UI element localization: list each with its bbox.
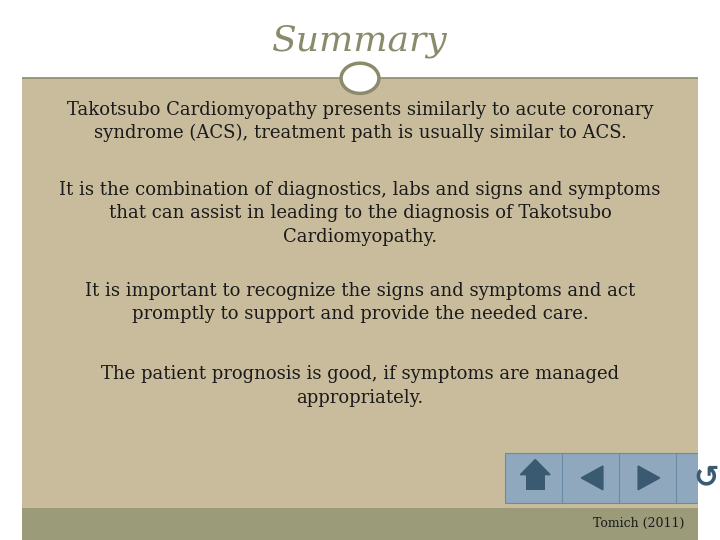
- Text: It is important to recognize the signs and symptoms and act
promptly to support : It is important to recognize the signs a…: [85, 281, 635, 323]
- FancyBboxPatch shape: [22, 508, 698, 540]
- Text: Summary: Summary: [272, 24, 448, 57]
- FancyBboxPatch shape: [22, 0, 698, 78]
- FancyBboxPatch shape: [562, 453, 622, 503]
- Text: It is the combination of diagnostics, labs and signs and symptoms
that can assis: It is the combination of diagnostics, la…: [59, 181, 661, 246]
- FancyBboxPatch shape: [22, 78, 698, 508]
- Text: ↺: ↺: [693, 463, 719, 492]
- Text: Takotsubo Cardiomyopathy presents similarly to acute coronary
syndrome (ACS), tr: Takotsubo Cardiomyopathy presents simila…: [67, 100, 653, 143]
- Text: The patient prognosis is good, if symptoms are managed
appropriately.: The patient prognosis is good, if sympto…: [101, 365, 619, 407]
- Circle shape: [341, 63, 379, 93]
- FancyBboxPatch shape: [619, 453, 679, 503]
- FancyBboxPatch shape: [505, 453, 565, 503]
- Polygon shape: [581, 466, 603, 490]
- Polygon shape: [638, 466, 660, 490]
- FancyBboxPatch shape: [676, 453, 720, 503]
- Text: Tomich (2011): Tomich (2011): [593, 517, 685, 530]
- Polygon shape: [521, 460, 550, 475]
- FancyBboxPatch shape: [526, 474, 545, 490]
